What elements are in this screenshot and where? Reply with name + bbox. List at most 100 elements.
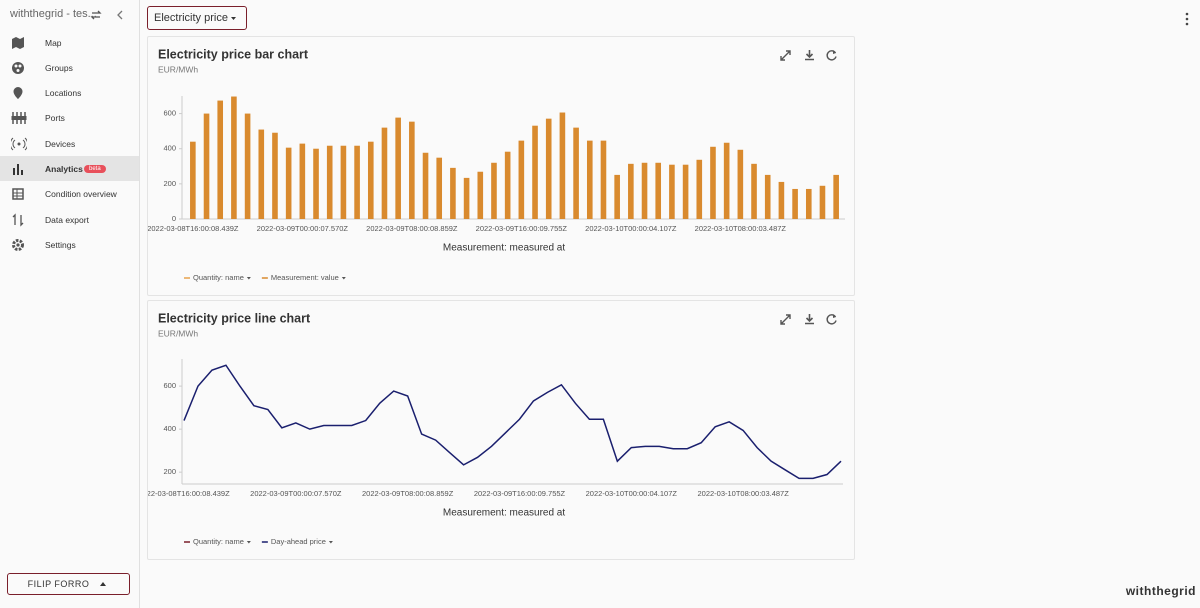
legend-label: Quantity: name: [193, 537, 244, 546]
caret: [230, 17, 236, 20]
menu-button[interactable]: [1184, 12, 1190, 26]
x-tick-label: 2022-03-09T00:00:07.570Z: [250, 489, 342, 498]
bar: [285, 147, 292, 219]
chart-subtitle: EUR/MWh: [158, 328, 198, 338]
nav-label: Condition overview: [45, 188, 117, 199]
bar: [696, 159, 703, 219]
x-tick-label: 2022-03-09T08:00:08.859Z: [366, 224, 458, 233]
dashboard-name: Electricity price: [154, 12, 228, 24]
nav-label: Settings: [45, 239, 76, 250]
y-tick-label: 0: [172, 214, 176, 223]
x-tick-label: 2022-03-09T16:00:09.755Z: [474, 489, 566, 498]
nav-label: Analytics: [45, 163, 83, 174]
nav-label: Groups: [45, 62, 73, 73]
nav-item[interactable]: Groups: [0, 55, 139, 80]
bar: [395, 117, 401, 219]
sidebar-controls[interactable]: [90, 9, 126, 21]
y-tick-label: 400: [163, 424, 176, 433]
x-tick-label: 2022-03-09T08:00:08.859Z: [362, 489, 454, 498]
legend-caret: [341, 277, 346, 280]
sidebar: withthegrid - tes... Map Groups Location…: [0, 0, 140, 608]
nav-label: Map: [45, 37, 62, 48]
bar: [751, 163, 757, 219]
bar: [299, 143, 306, 219]
nav-item[interactable]: Data export: [0, 207, 139, 232]
bar: [545, 118, 552, 219]
bar: [463, 177, 470, 219]
bar: [436, 157, 443, 219]
nav-item[interactable]: Condition overview: [0, 181, 139, 206]
bar: [586, 140, 593, 219]
bar: [367, 141, 374, 219]
bar: [655, 162, 662, 219]
expand-button[interactable]: [780, 314, 791, 325]
download-button[interactable]: [805, 314, 814, 325]
x-tick-label: 2022-03-08T16:00:08.439Z: [148, 224, 239, 233]
user-button[interactable]: FILIP FORRO: [7, 573, 130, 595]
x-tick-label: 2022-03-09T16:00:09.755Z: [476, 224, 568, 233]
nav-item[interactable]: Analytics beta: [0, 156, 139, 181]
x-tick-label: 2022-03-10T00:00:04.107Z: [586, 489, 678, 498]
y-tick-label: 200: [163, 179, 176, 188]
x-tick-label: 2022-03-10T00:00:04.107Z: [585, 224, 677, 233]
dashboard-selector[interactable]: Electricity price: [147, 6, 247, 30]
bar: [833, 174, 839, 219]
expand-button[interactable]: [780, 50, 791, 61]
bar: [669, 164, 675, 219]
bar: [313, 148, 319, 219]
bar: [723, 142, 730, 219]
user-name: FILIP FORRO: [27, 579, 90, 589]
y-tick-label: 200: [163, 467, 176, 476]
bar: [614, 174, 620, 219]
x-tick-label: 2022-03-09T00:00:07.570Z: [257, 224, 349, 233]
bar: [573, 127, 579, 219]
bar: [354, 145, 360, 219]
y-tick-label: 600: [163, 109, 176, 118]
legend-label: Measurement: value: [271, 273, 339, 282]
chart-card: Electricity price line chart EUR/MWh 200 40…: [138, 300, 855, 560]
y-tick-label: 600: [163, 381, 176, 390]
x-tick-label: 2022-03-08T16:00:08.439Z: [148, 489, 230, 498]
bar: [792, 188, 798, 219]
caret: [100, 582, 107, 586]
bar: [710, 146, 716, 219]
nav-item[interactable]: Map: [0, 30, 139, 55]
bar: [628, 163, 634, 219]
download-button[interactable]: [805, 50, 814, 61]
nav-item[interactable]: Settings: [0, 232, 139, 257]
nav-item[interactable]: Ports: [0, 105, 139, 130]
bar: [190, 141, 196, 219]
chart-card: Electricity price bar chart EUR/MWh 0 200 40…: [147, 36, 855, 296]
workspace-name[interactable]: withthegrid - tes...: [10, 8, 97, 20]
nav-item[interactable]: Devices: [0, 131, 139, 156]
legend-caret: [328, 541, 333, 544]
bar: [641, 162, 648, 219]
nav-label: Ports: [45, 112, 65, 123]
bar: [231, 96, 237, 219]
bar: [340, 145, 347, 219]
nav-label: Devices: [45, 138, 76, 149]
bar: [326, 145, 333, 219]
bar: [532, 125, 538, 219]
bar: [258, 129, 265, 219]
bar: [764, 174, 771, 219]
chart-title: Electricity price bar chart: [158, 47, 309, 61]
nav-label: Locations: [45, 87, 82, 98]
y-tick-label: 400: [163, 144, 176, 153]
bar: [477, 171, 484, 219]
chart-title: Electricity price line chart: [158, 311, 311, 325]
nav-item[interactable]: Locations: [0, 80, 139, 105]
bar: [244, 113, 251, 219]
legend-caret: [246, 541, 251, 544]
x-tick-label: 2022-03-10T08:00:03.487Z: [697, 489, 789, 498]
legend-caret: [246, 277, 251, 280]
line: [183, 364, 842, 480]
bar: [805, 188, 812, 219]
refresh-button[interactable]: [826, 314, 837, 325]
bar: [422, 152, 429, 219]
refresh-button[interactable]: [826, 50, 837, 61]
bar: [819, 185, 826, 219]
x-axis-title: Measurement: measured at: [443, 508, 566, 519]
bar: [559, 112, 566, 219]
